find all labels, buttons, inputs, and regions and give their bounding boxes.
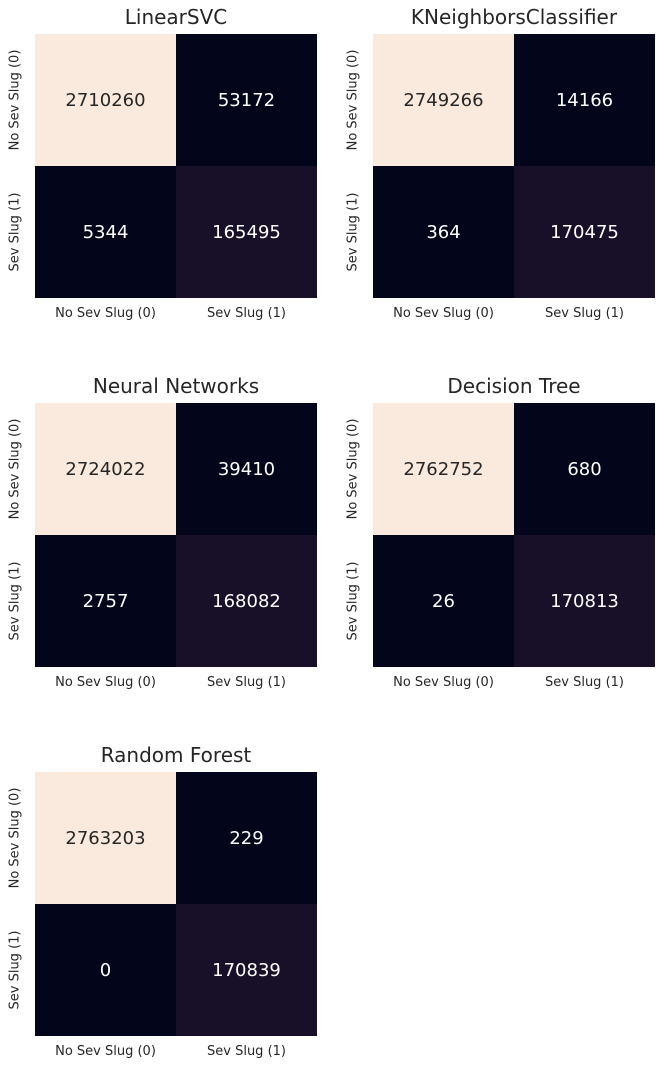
heatmap-cell: 2762752 <box>373 403 514 535</box>
heatmap-panel: KNeighborsClassifier No Sev Slug (0) Sev S… <box>346 0 665 330</box>
cell-value: 14166 <box>555 89 614 111</box>
cell-value: 170839 <box>212 959 281 981</box>
heatmap-cell: 39410 <box>176 403 317 535</box>
x-tick-label: Sev Slug (1) <box>545 675 624 690</box>
heatmap-cell: 170839 <box>176 904 317 1036</box>
cell-value: 165495 <box>212 221 281 243</box>
cell-value: 170475 <box>550 221 619 243</box>
y-tick-label: Sev Slug (1) <box>7 561 23 641</box>
heatmap-panel: Neural Networks No Sev Slug (0) Sev Slug (… <box>8 369 355 699</box>
heatmap-cell: 0 <box>35 904 176 1036</box>
y-tick-label: Sev Slug (1) <box>345 561 361 641</box>
heatmap-cell: 53172 <box>176 34 317 166</box>
heatmap-cell: 170813 <box>514 535 655 667</box>
cell-value: 2757 <box>82 590 129 612</box>
x-tick-label: Sev Slug (1) <box>207 675 286 690</box>
heatmap-panel: LinearSVC No Sev Slug (0) Sev Slug (1) No S… <box>8 0 355 330</box>
heatmap-cell: 2757 <box>35 535 176 667</box>
y-tick-label: No Sev Slug (0) <box>345 418 361 520</box>
cell-value: 26 <box>432 590 455 612</box>
heatmap-cell: 229 <box>176 772 317 904</box>
heatmap-panel: Decision Tree No Sev Slug (0) Sev Slug (1)… <box>346 369 665 699</box>
heatmap-panel: Random Forest No Sev Slug (0) Sev Slug (1)… <box>8 738 355 1068</box>
chart-title: Neural Networks <box>92 374 260 398</box>
heatmap-cell: 2724022 <box>35 403 176 535</box>
chart-title: KNeighborsClassifier <box>410 5 618 29</box>
chart-title: Decision Tree <box>447 374 581 398</box>
cell-value: 680 <box>567 458 602 480</box>
heatmap-cell: 14166 <box>514 34 655 166</box>
heatmap-cell: 2749266 <box>373 34 514 166</box>
heatmap-cell: 680 <box>514 403 655 535</box>
heatmap-cell: 168082 <box>176 535 317 667</box>
chart-title: LinearSVC <box>124 5 228 29</box>
y-tick-label: No Sev Slug (0) <box>345 49 361 151</box>
y-tick-label: Sev Slug (1) <box>345 192 361 272</box>
cell-value: 170813 <box>550 590 619 612</box>
cell-value: 229 <box>229 827 264 849</box>
heatmap-cell: 2710260 <box>35 34 176 166</box>
cell-value: 2749266 <box>403 89 484 111</box>
heatmap-cell: 26 <box>373 535 514 667</box>
cell-value: 0 <box>99 959 112 981</box>
cell-value: 168082 <box>212 590 281 612</box>
x-tick-label: Sev Slug (1) <box>207 306 286 321</box>
heatmap-cell: 2763203 <box>35 772 176 904</box>
cell-value: 2763203 <box>65 827 146 849</box>
y-tick-label: Sev Slug (1) <box>7 192 23 272</box>
cell-value: 39410 <box>217 458 276 480</box>
y-tick-label: No Sev Slug (0) <box>7 418 23 520</box>
cell-value: 2710260 <box>65 89 146 111</box>
x-tick-label: No Sev Slug (0) <box>55 675 156 690</box>
y-tick-label: No Sev Slug (0) <box>7 49 23 151</box>
heatmap-cell: 5344 <box>35 166 176 298</box>
cell-value: 364 <box>426 221 461 243</box>
heatmap-cell: 165495 <box>176 166 317 298</box>
cell-value: 5344 <box>82 221 129 243</box>
y-tick-label: No Sev Slug (0) <box>7 787 23 889</box>
chart-title: Random Forest <box>100 743 252 767</box>
x-tick-label: No Sev Slug (0) <box>55 306 156 321</box>
x-tick-label: Sev Slug (1) <box>207 1044 286 1059</box>
x-tick-label: Sev Slug (1) <box>545 306 624 321</box>
x-tick-label: No Sev Slug (0) <box>393 306 494 321</box>
y-tick-label: Sev Slug (1) <box>7 930 23 1010</box>
x-tick-label: No Sev Slug (0) <box>393 675 494 690</box>
heatmap-cell: 170475 <box>514 166 655 298</box>
x-tick-label: No Sev Slug (0) <box>55 1044 156 1059</box>
heatmap-cell: 364 <box>373 166 514 298</box>
cell-value: 53172 <box>217 89 276 111</box>
cell-value: 2724022 <box>65 458 146 480</box>
cell-value: 2762752 <box>403 458 484 480</box>
